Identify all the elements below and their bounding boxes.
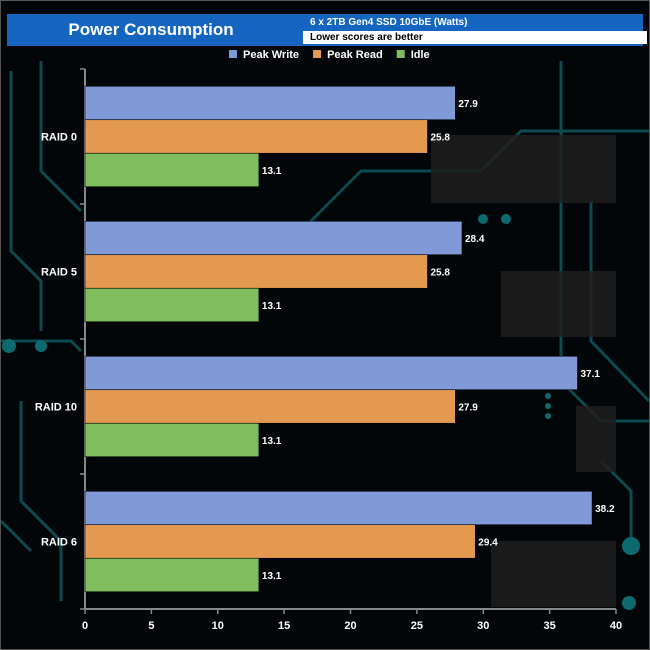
chart-subtitle: 6 x 2TB Gen4 SSD 10GbE (Watts) xyxy=(310,17,468,28)
x-tick-label: 30 xyxy=(477,620,489,632)
x-tick-label: 20 xyxy=(344,620,356,632)
bar xyxy=(84,220,463,256)
category-label: RAID 10 xyxy=(35,402,77,414)
data-label: 13.1 xyxy=(262,571,282,582)
category-label: RAID 5 xyxy=(41,267,77,279)
bar xyxy=(84,355,578,391)
data-label: 37.1 xyxy=(581,369,601,380)
bars: 27.9 25.8 13.1 28.4 25.8 13.1 37.1 27.9 13.1 38.2… xyxy=(84,85,615,593)
bar xyxy=(84,490,593,526)
x-tick-label: 40 xyxy=(610,620,622,632)
data-label: 25.8 xyxy=(430,133,450,144)
x-tick-label: 25 xyxy=(411,620,423,632)
circuit-background xyxy=(1,61,649,610)
data-label: 13.1 xyxy=(262,166,282,177)
data-label: 38.2 xyxy=(595,504,615,515)
x-tick-label: 15 xyxy=(278,620,290,632)
bar xyxy=(84,422,260,458)
x-tick-label: 5 xyxy=(148,620,154,632)
legend: Peak Write Peak Read Idle xyxy=(229,49,430,61)
data-label: 25.8 xyxy=(430,268,450,279)
bar xyxy=(84,85,456,121)
legend-label: Peak Read xyxy=(327,49,383,61)
chart-header: Power Consumption 6 x 2TB Gen4 SSD 10GbE… xyxy=(7,14,647,46)
bar xyxy=(84,152,260,188)
data-label: 28.4 xyxy=(465,234,485,245)
x-tick-label: 10 xyxy=(212,620,224,632)
bar xyxy=(84,287,260,323)
category-label: RAID 6 xyxy=(41,537,77,549)
legend-swatch xyxy=(313,50,322,58)
bar xyxy=(84,389,456,424)
bar xyxy=(84,557,260,593)
data-label: 27.9 xyxy=(458,99,478,110)
bar xyxy=(84,119,428,154)
legend-swatch xyxy=(396,50,405,58)
bar xyxy=(84,524,476,559)
data-label: 27.9 xyxy=(458,403,478,414)
chart-title: Power Consumption xyxy=(68,20,234,39)
x-tick-label: 35 xyxy=(544,620,556,632)
category-labels: RAID 0 RAID 5 RAID 10 RAID 6 xyxy=(35,132,77,549)
legend-label: Idle xyxy=(411,49,430,61)
data-label: 13.1 xyxy=(262,301,282,312)
data-label: 29.4 xyxy=(478,538,498,549)
bar xyxy=(84,254,428,289)
data-label: 13.1 xyxy=(262,436,282,447)
chart-note: Lower scores are better xyxy=(303,31,647,44)
x-tick-label: 0 xyxy=(82,620,88,632)
legend-swatch xyxy=(229,50,237,58)
category-label: RAID 0 xyxy=(41,132,77,144)
legend-label: Peak Write xyxy=(243,49,299,61)
